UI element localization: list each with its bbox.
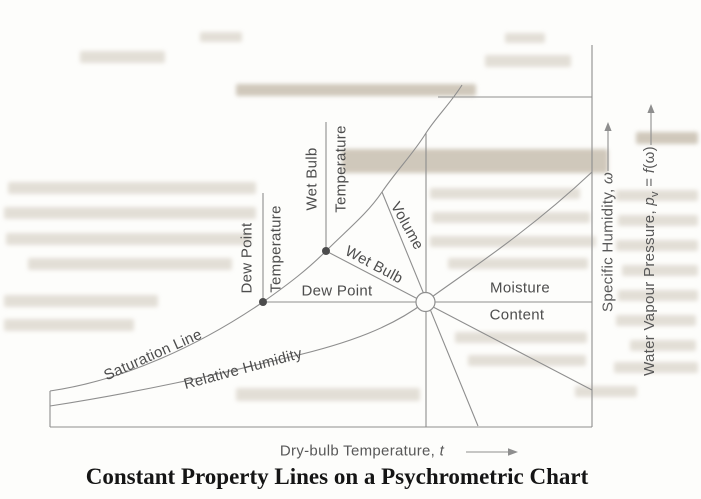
water-vapour-text: Water Vapour Pressure, <box>641 205 658 376</box>
dew-point-temperature-label: Temperature <box>267 205 285 293</box>
wet-bulb-dot <box>322 247 330 255</box>
specific-humidity-text: Specific Humidity, <box>599 184 617 312</box>
bleed-through-smudge <box>430 236 596 247</box>
specific-humidity-arrowhead-icon <box>604 122 612 131</box>
bleed-through-smudge <box>80 51 165 63</box>
bleed-through-smudge <box>236 388 420 401</box>
omega-symbol: ω <box>599 172 617 185</box>
state-point-circle <box>415 291 436 313</box>
bleed-through-smudge <box>4 207 256 219</box>
function-symbol: f <box>641 168 658 174</box>
bleed-through-smudge <box>430 188 580 199</box>
pressure-subscript: v <box>649 191 661 197</box>
bleed-through-smudge <box>200 32 242 42</box>
bleed-through-smudge <box>630 340 696 351</box>
bleed-through-smudge <box>6 233 250 245</box>
dew-point-line-label: Dew Point <box>301 282 373 300</box>
bleed-through-smudge <box>616 240 698 251</box>
saturation-curve <box>49 84 463 392</box>
water-vapour-axis-label: Water Vapour Pressure, pv = f(ω) <box>641 146 661 376</box>
bleed-through-smudge <box>8 182 256 194</box>
wet-bulb-vertical-label: Wet Bulb <box>303 147 321 211</box>
bleed-through-smudge <box>505 33 545 43</box>
bleed-through-smudge <box>618 290 698 301</box>
bleed-through-smudge <box>614 362 698 373</box>
figure-title: Constant Property Lines on a Psychrometr… <box>85 464 589 489</box>
wet-bulb-temperature-label: Temperature <box>332 125 350 213</box>
bleed-through-smudge <box>575 386 637 397</box>
equals-text: = <box>641 173 658 192</box>
bleed-through-smudge <box>432 212 590 223</box>
bleed-through-smudge <box>448 258 588 269</box>
bleed-through-smudge <box>4 319 134 331</box>
bleed-through-smudge <box>468 355 586 366</box>
water-vapour-arrowhead-icon <box>647 104 655 113</box>
bleed-through-smudge <box>455 332 587 343</box>
wet-bulb-line <box>325 250 593 391</box>
pressure-symbol: p <box>641 196 658 206</box>
bleed-through-smudge <box>485 55 571 67</box>
bleed-through-smudge <box>342 149 608 173</box>
bleed-through-smudge <box>618 215 698 226</box>
content-label: Content <box>489 306 545 324</box>
bleed-through-smudge <box>616 315 696 326</box>
specific-humidity-axis-label: Specific Humidity, ω <box>600 172 617 312</box>
bleed-through-smudge <box>4 295 158 307</box>
dry-bulb-arrowhead-icon <box>508 448 518 456</box>
relative-humidity-curve <box>49 171 593 407</box>
temperature-symbol: t <box>439 442 445 460</box>
bleed-through-smudge <box>622 265 698 276</box>
dew-point-dot <box>259 298 267 306</box>
bleed-through-smudge <box>28 258 232 270</box>
dew-point-vertical-label: Dew Point <box>238 222 256 294</box>
bleed-through-smudge <box>616 190 698 201</box>
dry-bulb-text: Dry-bulb Temperature, <box>279 442 440 460</box>
bleed-through-smudge <box>236 84 476 96</box>
function-argument: (ω) <box>641 146 658 169</box>
moisture-label: Moisture <box>490 279 550 297</box>
dry-bulb-axis-label: Dry-bulb Temperature, t <box>280 443 444 460</box>
